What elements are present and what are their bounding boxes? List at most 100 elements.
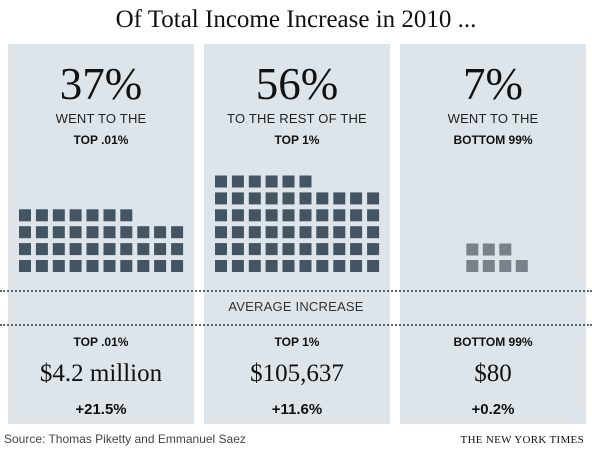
waffle-square <box>282 192 295 205</box>
waffle-square <box>231 175 244 188</box>
waffle-square <box>120 209 133 222</box>
waffle-square <box>299 209 312 222</box>
percent-change: +0.2% <box>471 401 515 418</box>
waffle-square <box>265 243 278 256</box>
waffle-square <box>35 260 48 272</box>
waffle-square <box>231 226 244 239</box>
waffle-square <box>265 175 278 188</box>
waffle-square <box>367 226 380 239</box>
waffle-square <box>367 209 380 222</box>
waffle-square <box>248 175 261 188</box>
waffle-square <box>215 260 227 272</box>
waffle-square <box>248 192 261 205</box>
waffle-square <box>103 260 116 272</box>
waffle-square <box>52 226 65 239</box>
waffle-square <box>171 260 184 272</box>
group-label: TOP 1% <box>274 335 320 349</box>
panel-rest-top-1: 56% TO THE REST OF THE TOP 1% TOP 1% $10… <box>204 44 390 424</box>
chart-title: Of Total Income Increase in 2010 ... <box>115 6 477 33</box>
waffle-square <box>466 243 479 256</box>
average-increase-value: $4.2 million <box>39 360 163 387</box>
waffle-square <box>367 192 380 205</box>
percent-label: 37% <box>59 59 143 109</box>
waffle-square <box>299 175 312 188</box>
description-line2: TOP 1% <box>274 133 320 147</box>
waffle-square <box>333 243 346 256</box>
waffle-square <box>282 226 295 239</box>
waffle-square <box>231 209 244 222</box>
waffle-square <box>350 260 363 272</box>
average-increase-label: AVERAGE INCREASE <box>228 299 364 314</box>
waffle-square <box>482 260 495 272</box>
waffle-square <box>35 209 48 222</box>
waffle-square <box>299 260 312 272</box>
waffle-square <box>103 243 116 256</box>
divider-bottom <box>0 324 592 326</box>
waffle-square <box>265 209 278 222</box>
waffle-square <box>154 226 167 239</box>
waffle-square <box>171 243 184 256</box>
waffle-square <box>248 243 261 256</box>
percent-label: 7% <box>463 59 523 109</box>
waffle-chart <box>19 209 184 272</box>
waffle-square <box>333 209 346 222</box>
percent-change: +21.5% <box>75 401 127 418</box>
waffle-square <box>333 226 346 239</box>
waffle-square <box>215 175 227 188</box>
waffle-square <box>103 226 116 239</box>
waffle-square <box>316 209 329 222</box>
description-line1: WENT TO THE <box>55 111 147 126</box>
panel-bottom-99: 7% WENT TO THE BOTTOM 99% BOTTOM 99% $80… <box>400 44 586 424</box>
waffle-square <box>19 260 31 272</box>
waffle-square <box>52 260 65 272</box>
description-line2: BOTTOM 99% <box>453 133 533 147</box>
waffle-square <box>299 226 312 239</box>
waffle-chart <box>466 243 528 272</box>
waffle-square <box>231 243 244 256</box>
waffle-square <box>499 260 512 272</box>
description-line1: WENT TO THE <box>447 111 539 126</box>
waffle-square <box>69 243 82 256</box>
waffle-square <box>265 260 278 272</box>
waffle-square <box>265 226 278 239</box>
waffle-square <box>69 226 82 239</box>
waffle-square <box>35 243 48 256</box>
waffle-square <box>333 260 346 272</box>
waffle-square <box>367 243 380 256</box>
waffle-square <box>137 226 150 239</box>
waffle-square <box>231 260 244 272</box>
waffle-square <box>316 226 329 239</box>
group-label: BOTTOM 99% <box>453 335 533 349</box>
waffle-square <box>19 226 31 239</box>
waffle-chart <box>215 175 380 272</box>
waffle-square <box>86 243 99 256</box>
waffle-square <box>248 209 261 222</box>
waffle-square <box>215 209 227 222</box>
waffle-square <box>154 243 167 256</box>
percent-label: 56% <box>255 59 339 109</box>
waffle-square <box>265 192 278 205</box>
waffle-square <box>515 260 528 272</box>
waffle-square <box>215 192 227 205</box>
waffle-square <box>499 243 512 256</box>
waffle-square <box>282 209 295 222</box>
waffle-square <box>282 260 295 272</box>
waffle-square <box>52 209 65 222</box>
waffle-square <box>19 209 31 222</box>
waffle-square <box>52 243 65 256</box>
waffle-square <box>69 209 82 222</box>
source-note: Source: Thomas Piketty and Emmanuel Saez <box>4 432 246 446</box>
waffle-square <box>316 243 329 256</box>
waffle-square <box>137 243 150 256</box>
waffle-square <box>299 243 312 256</box>
waffle-square <box>215 226 227 239</box>
waffle-square <box>282 175 295 188</box>
average-increase-value: $80 <box>474 360 512 387</box>
credit: THE NEW YORK TIMES <box>460 434 584 446</box>
waffle-square <box>86 226 99 239</box>
waffle-square <box>171 226 184 239</box>
average-increase-value: $105,637 <box>250 360 344 387</box>
waffle-square <box>120 243 133 256</box>
divider-top <box>0 290 592 292</box>
waffle-square <box>316 192 329 205</box>
